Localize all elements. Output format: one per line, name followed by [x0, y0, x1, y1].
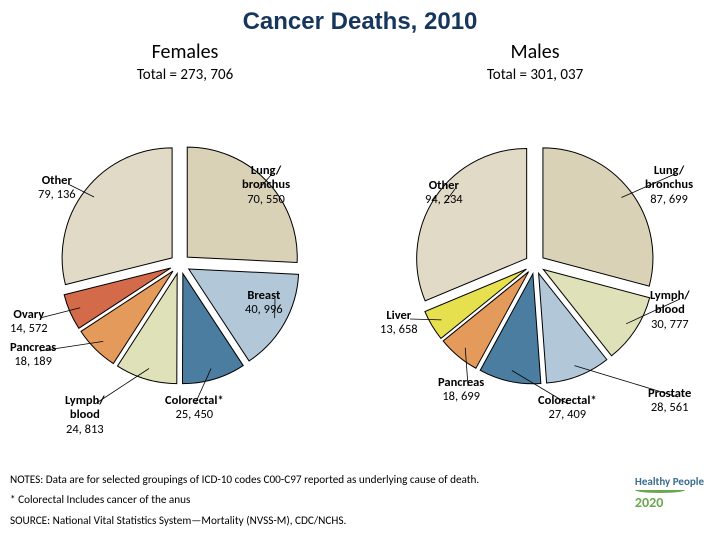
females-label-other: Other79, 136 — [38, 174, 76, 203]
males-slice-lung — [543, 148, 653, 286]
males-label-pancreas: Pancreas18, 699 — [438, 376, 484, 405]
males-subtitle: Males — [360, 40, 710, 64]
males-label-other: Other94, 234 — [425, 179, 463, 208]
logo-year: 2020 — [635, 494, 663, 511]
page-title: Cancer Deaths, 2010 — [0, 0, 720, 36]
females-label-pancreas: Pancreas18, 189 — [10, 341, 56, 370]
males-label-colorectal: Colorectal*27, 409 — [538, 394, 597, 423]
note-source: SOURCE: National Vital Statistics System… — [10, 513, 710, 530]
note-line1: NOTES: Data are for selected groupings o… — [10, 472, 710, 489]
logo-text: Healthy People — [635, 475, 704, 488]
females-total: Total = 273, 706 — [10, 66, 360, 84]
females-pie-wrap: Lung/bronchus70, 550 Breast40, 996 Colorec… — [10, 84, 360, 429]
females-subtitle: Females — [10, 40, 360, 64]
females-column: Females Total = 273, 706 Lung/bronchus70… — [10, 36, 360, 429]
females-slice-other — [62, 148, 172, 285]
charts-row: Females Total = 273, 706 Lung/bronchus70… — [0, 36, 720, 429]
females-label-colorectal: Colorectal*25, 450 — [165, 394, 224, 423]
females-pie — [10, 84, 370, 429]
males-total: Total = 301, 037 — [360, 66, 710, 84]
females-label-lung: Lung/bronchus70, 550 — [242, 164, 290, 207]
males-column: Males Total = 301, 037 Lung/bronchus87, … — [360, 36, 710, 429]
males-label-prostate: Prostate28, 561 — [648, 387, 691, 416]
males-label-lung: Lung/bronchus87, 699 — [645, 164, 693, 207]
females-label-breast: Breast40, 996 — [245, 289, 283, 318]
notes-block: NOTES: Data are for selected groupings o… — [10, 472, 710, 534]
males-label-lymph: Lymph/blood30, 777 — [650, 289, 690, 332]
males-pie-wrap: Lung/bronchus87, 699 Lymph/blood30, 777 Pr… — [360, 84, 710, 429]
males-label-liver: Liver13, 658 — [380, 309, 418, 338]
females-label-ovary: Ovary14, 572 — [10, 308, 48, 337]
males-pie — [360, 84, 720, 429]
healthy-people-logo: Healthy People 2020 — [635, 471, 704, 512]
note-line2: * Colorectal Includes cancer of the anus — [10, 492, 710, 509]
females-label-lymph: Lymph/blood24, 813 — [65, 394, 105, 437]
